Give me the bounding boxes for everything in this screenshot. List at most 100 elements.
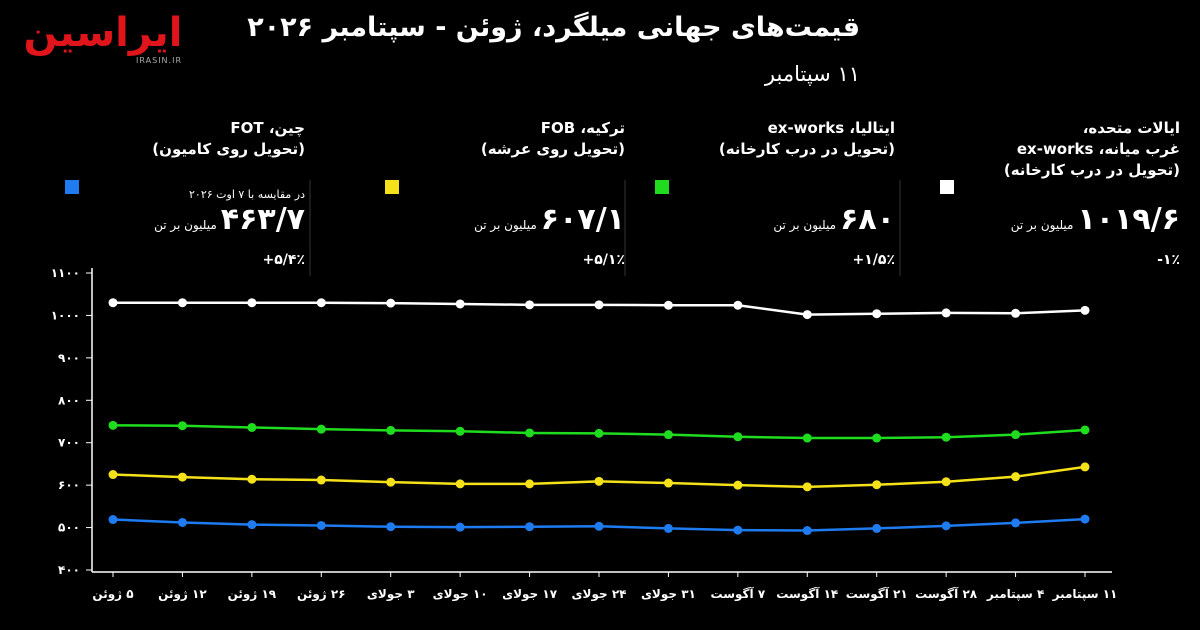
latest-value: ۶۰۷/۱ xyxy=(540,202,625,237)
x-tick-label: ۱۹ ژوئن xyxy=(228,587,277,602)
logo-text: ایراسین xyxy=(23,10,183,56)
data-point xyxy=(386,425,396,435)
data-point xyxy=(941,432,951,442)
legend-swatch xyxy=(655,180,669,194)
x-tick-label: ۲۴ جولای xyxy=(572,587,627,602)
data-point xyxy=(1080,425,1090,435)
data-point xyxy=(177,421,187,431)
legend-swatch xyxy=(65,180,79,194)
chart-title: قیمت‌های جهانی میلگرد، ژوئن - سپتامبر ۲۰… xyxy=(247,12,860,43)
data-point xyxy=(1080,462,1090,472)
change: +۵/۱٪ xyxy=(582,252,625,268)
data-point xyxy=(663,300,673,310)
x-tick-label: ۱۴ آگوست xyxy=(776,586,838,602)
data-point xyxy=(594,300,604,310)
legend-label: (تحویل در درب کارخانه) xyxy=(1003,161,1180,179)
data-point xyxy=(594,476,604,486)
data-point xyxy=(525,428,535,438)
data-point xyxy=(941,477,951,487)
latest-value: ۱۰۱۹/۶ xyxy=(1077,202,1180,237)
data-point xyxy=(594,428,604,438)
logo-url: IRASIN.IR xyxy=(136,56,182,65)
y-tick-label: ۵۰۰ xyxy=(58,521,80,535)
legend-swatch xyxy=(940,180,954,194)
x-tick-label: ۱۷ جولای xyxy=(502,587,558,602)
card-value: ۶۰۷/۱میلیون بر تن xyxy=(474,202,625,237)
data-point xyxy=(177,472,187,482)
x-tick-label: ۲۱ آگوست xyxy=(846,586,908,602)
data-point xyxy=(663,523,673,533)
data-point xyxy=(1080,305,1090,315)
data-point xyxy=(1011,308,1021,318)
y-tick-label: ۸۰۰ xyxy=(58,393,80,407)
x-tick-label: ۱۰ جولای xyxy=(433,587,488,602)
x-tick-label: ۷ آگوست xyxy=(711,586,766,602)
legend-label: (تحویل روی کامیون) xyxy=(152,140,305,158)
x-tick-label: ۱۱ سپتامبر xyxy=(1052,587,1118,601)
unit: میلیون بر تن xyxy=(474,218,537,232)
data-point xyxy=(802,433,812,443)
data-point xyxy=(316,475,326,485)
change: -۱٪ xyxy=(1157,252,1180,268)
data-point xyxy=(247,474,257,484)
data-point xyxy=(247,298,257,308)
data-point xyxy=(1011,430,1021,440)
data-point xyxy=(802,482,812,492)
y-tick-label: ۹۰۰ xyxy=(58,351,80,365)
data-point xyxy=(733,300,743,310)
data-point xyxy=(455,299,465,309)
legend-label: ایالات متحده، xyxy=(1082,119,1180,137)
data-point xyxy=(872,433,882,443)
x-tick-label: ۲۸ آگوست xyxy=(915,586,978,602)
legend-swatch xyxy=(385,180,399,194)
data-point xyxy=(1011,518,1021,528)
y-tick-label: ۶۰۰ xyxy=(58,478,80,492)
data-point xyxy=(316,424,326,434)
data-point xyxy=(872,480,882,490)
legend-item: ایتالیا، ex-works (تحویل در درب کارخانه) ۶… xyxy=(655,118,895,278)
logo: ایراسین IRASIN.IR xyxy=(18,10,188,65)
data-point xyxy=(108,298,118,308)
data-point xyxy=(316,520,326,530)
latest-value: ۶۸۰ xyxy=(840,202,895,237)
data-point xyxy=(802,310,812,320)
legend-label: چین، FOT xyxy=(230,119,305,137)
unit: میلیون بر تن xyxy=(773,218,837,232)
change: +۵/۴٪ xyxy=(262,252,305,268)
data-point xyxy=(108,515,118,525)
data-point xyxy=(663,478,673,488)
y-tick-label: ۱۰۰۰ xyxy=(51,308,80,322)
x-tick-label: ۴ سپتامبر xyxy=(986,587,1044,601)
data-point xyxy=(525,300,535,310)
data-point xyxy=(386,477,396,487)
data-point xyxy=(1011,472,1021,482)
x-tick-label: ۳۱ جولای xyxy=(641,587,696,602)
data-point xyxy=(455,426,465,436)
data-point xyxy=(733,432,743,442)
data-point xyxy=(108,470,118,480)
legend-label: ایتالیا، ex-works xyxy=(767,119,895,137)
data-point xyxy=(1080,514,1090,524)
data-point xyxy=(316,298,326,308)
data-point xyxy=(247,520,257,530)
data-point xyxy=(455,522,465,532)
y-tick-label: ۴۰۰ xyxy=(58,563,80,577)
legend-label: غرب میانه، ex-works xyxy=(1016,140,1180,158)
y-tick-label: ۱۱۰۰ xyxy=(51,266,80,280)
data-point xyxy=(247,422,257,432)
legend-label: ترکیه، FOB xyxy=(540,119,625,137)
legend-item: چین، FOT (تحویل روی کامیون) در مقایسه با ۷… xyxy=(65,118,305,278)
latest-value: ۴۶۳/۷ xyxy=(220,202,305,237)
x-tick-label: ۳ جولای xyxy=(367,587,415,602)
data-point xyxy=(663,430,673,440)
data-point xyxy=(525,522,535,532)
data-point xyxy=(872,309,882,319)
x-tick-label: ۲۶ ژوئن xyxy=(297,587,346,602)
data-point xyxy=(733,525,743,535)
unit: میلیون بر تن xyxy=(154,218,217,232)
unit: میلیون بر تن xyxy=(1010,218,1074,232)
change: +۱/۵٪ xyxy=(852,252,895,268)
data-point xyxy=(941,521,951,531)
y-tick-label: ۷۰۰ xyxy=(58,436,80,450)
